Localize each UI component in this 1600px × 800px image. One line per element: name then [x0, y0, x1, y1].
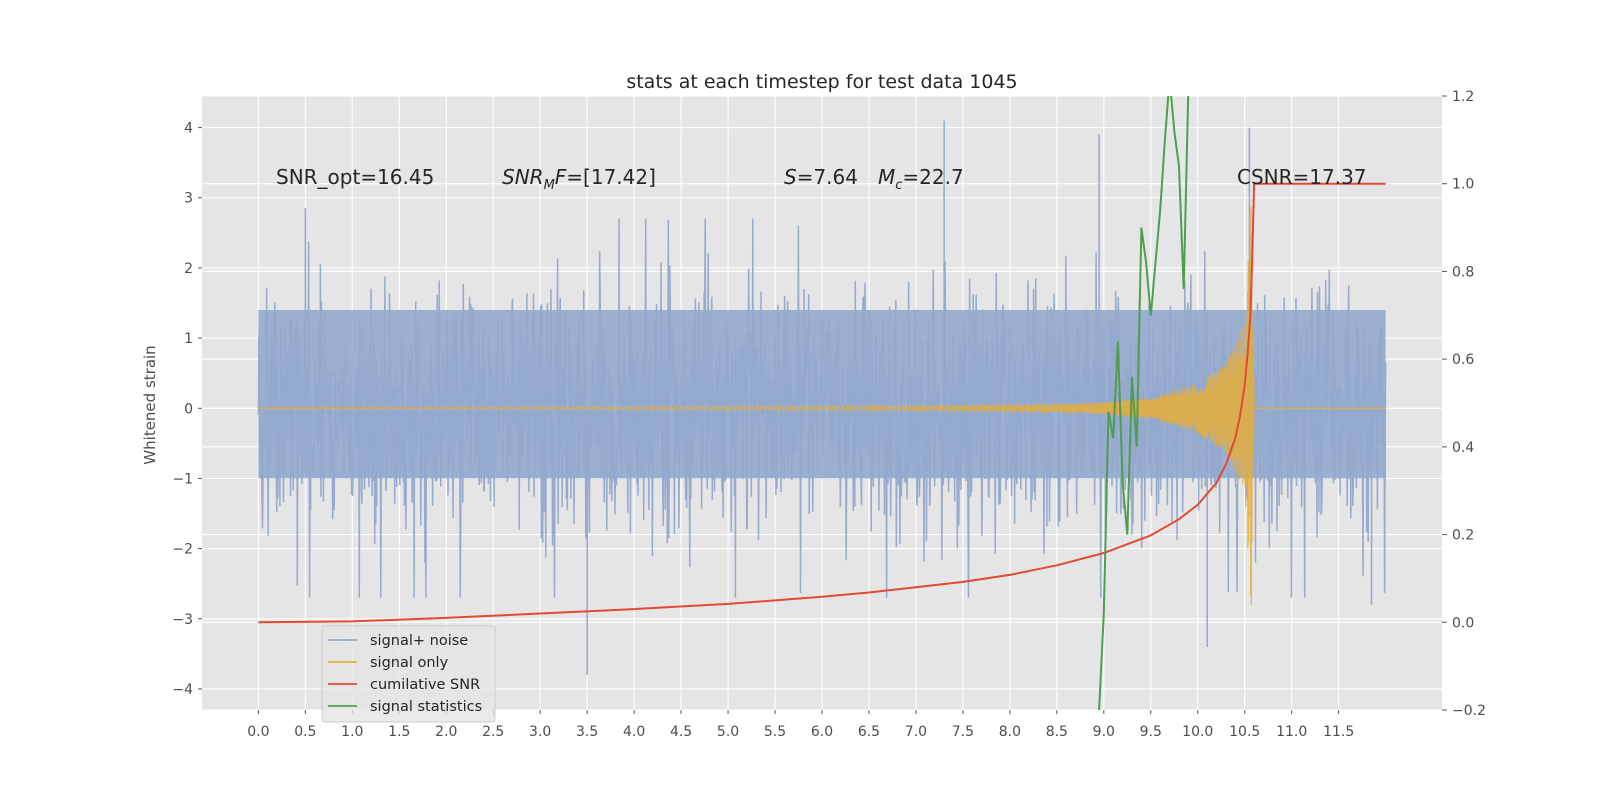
- y2-tick-label: 1.2: [1452, 89, 1474, 105]
- legend-label-cumulative-snr: cumilative SNR: [370, 677, 480, 693]
- y-tick-label: 2: [184, 261, 193, 277]
- x-tick-label: 1.0: [341, 724, 363, 740]
- s-value: =7.64: [797, 165, 858, 189]
- y2-tick-label: 0.6: [1452, 352, 1474, 368]
- x-tick-label: 7.5: [952, 724, 974, 740]
- snr-mf-annotation: SNRMF=[17.42]: [502, 165, 656, 193]
- s-annotation: S=7.64: [784, 165, 858, 189]
- mc-annotation: Mc=22.7: [878, 165, 964, 193]
- csnr-annotation: CSNR=17.37: [1237, 165, 1367, 189]
- x-tick-label: 2.5: [482, 724, 504, 740]
- y-tick-label: −2: [172, 542, 193, 558]
- y2-axis-ticks: 1.2 1.0 0.8 0.6 0.4 0.2 0.0 −0.2: [1442, 89, 1486, 719]
- x-tick-label: 1.5: [388, 724, 410, 740]
- x-tick-label: 10.5: [1229, 724, 1260, 740]
- y2-tick-label: 0.0: [1452, 615, 1474, 631]
- x-tick-label: 0.0: [247, 724, 269, 740]
- x-tick-label: 10.0: [1182, 724, 1213, 740]
- x-tick-label: 3.0: [529, 724, 551, 740]
- legend-label-signal-statistics: signal statistics: [370, 699, 482, 715]
- x-tick-label: 4.5: [670, 724, 692, 740]
- legend: signal+ noise signal only cumilative SNR…: [322, 626, 495, 722]
- x-tick-label: 5.5: [764, 724, 786, 740]
- legend-label-signal-noise: signal+ noise: [370, 633, 468, 649]
- y-tick-label: 4: [184, 121, 193, 137]
- y2-tick-label: 1.0: [1452, 177, 1474, 193]
- snr-mf-value: =[17.42]: [566, 165, 656, 189]
- x-tick-label: 9.5: [1140, 724, 1162, 740]
- y2-tick-label: 0.2: [1452, 528, 1474, 544]
- legend-label-signal-only: signal only: [370, 655, 449, 671]
- x-tick-label: 3.5: [576, 724, 598, 740]
- chart-title: stats at each timestep for test data 104…: [626, 71, 1017, 93]
- y-tick-label: 1: [184, 331, 193, 347]
- x-tick-label: 4.0: [623, 724, 645, 740]
- x-tick-label: 6.5: [858, 724, 880, 740]
- x-tick-label: 11.5: [1323, 724, 1354, 740]
- x-tick-label: 6.0: [811, 724, 833, 740]
- y-axis-ticks: 4 3 2 1 0 −1 −2 −3 −4: [172, 121, 202, 698]
- y-tick-label: 0: [184, 401, 193, 417]
- y-tick-label: −3: [172, 612, 193, 628]
- y2-tick-label: −0.2: [1452, 703, 1486, 719]
- y-tick-label: 3: [184, 191, 193, 207]
- y2-tick-label: 0.8: [1452, 264, 1474, 280]
- mc-value: =22.7: [902, 165, 963, 189]
- y-tick-label: −1: [172, 471, 193, 487]
- y-tick-label: −4: [172, 682, 193, 698]
- x-tick-label: 2.0: [435, 724, 457, 740]
- x-tick-label: 0.5: [294, 724, 316, 740]
- x-tick-label: 7.0: [905, 724, 927, 740]
- x-tick-label: 8.0: [999, 724, 1021, 740]
- x-tick-label: 11.0: [1276, 724, 1307, 740]
- y-axis-label: Whitened strain: [141, 345, 159, 464]
- x-tick-label: 5.0: [717, 724, 739, 740]
- x-tick-label: 8.5: [1046, 724, 1068, 740]
- snr-opt-annotation: SNR_opt=16.45: [276, 165, 434, 189]
- y2-tick-label: 0.4: [1452, 440, 1474, 456]
- x-tick-label: 9.0: [1093, 724, 1115, 740]
